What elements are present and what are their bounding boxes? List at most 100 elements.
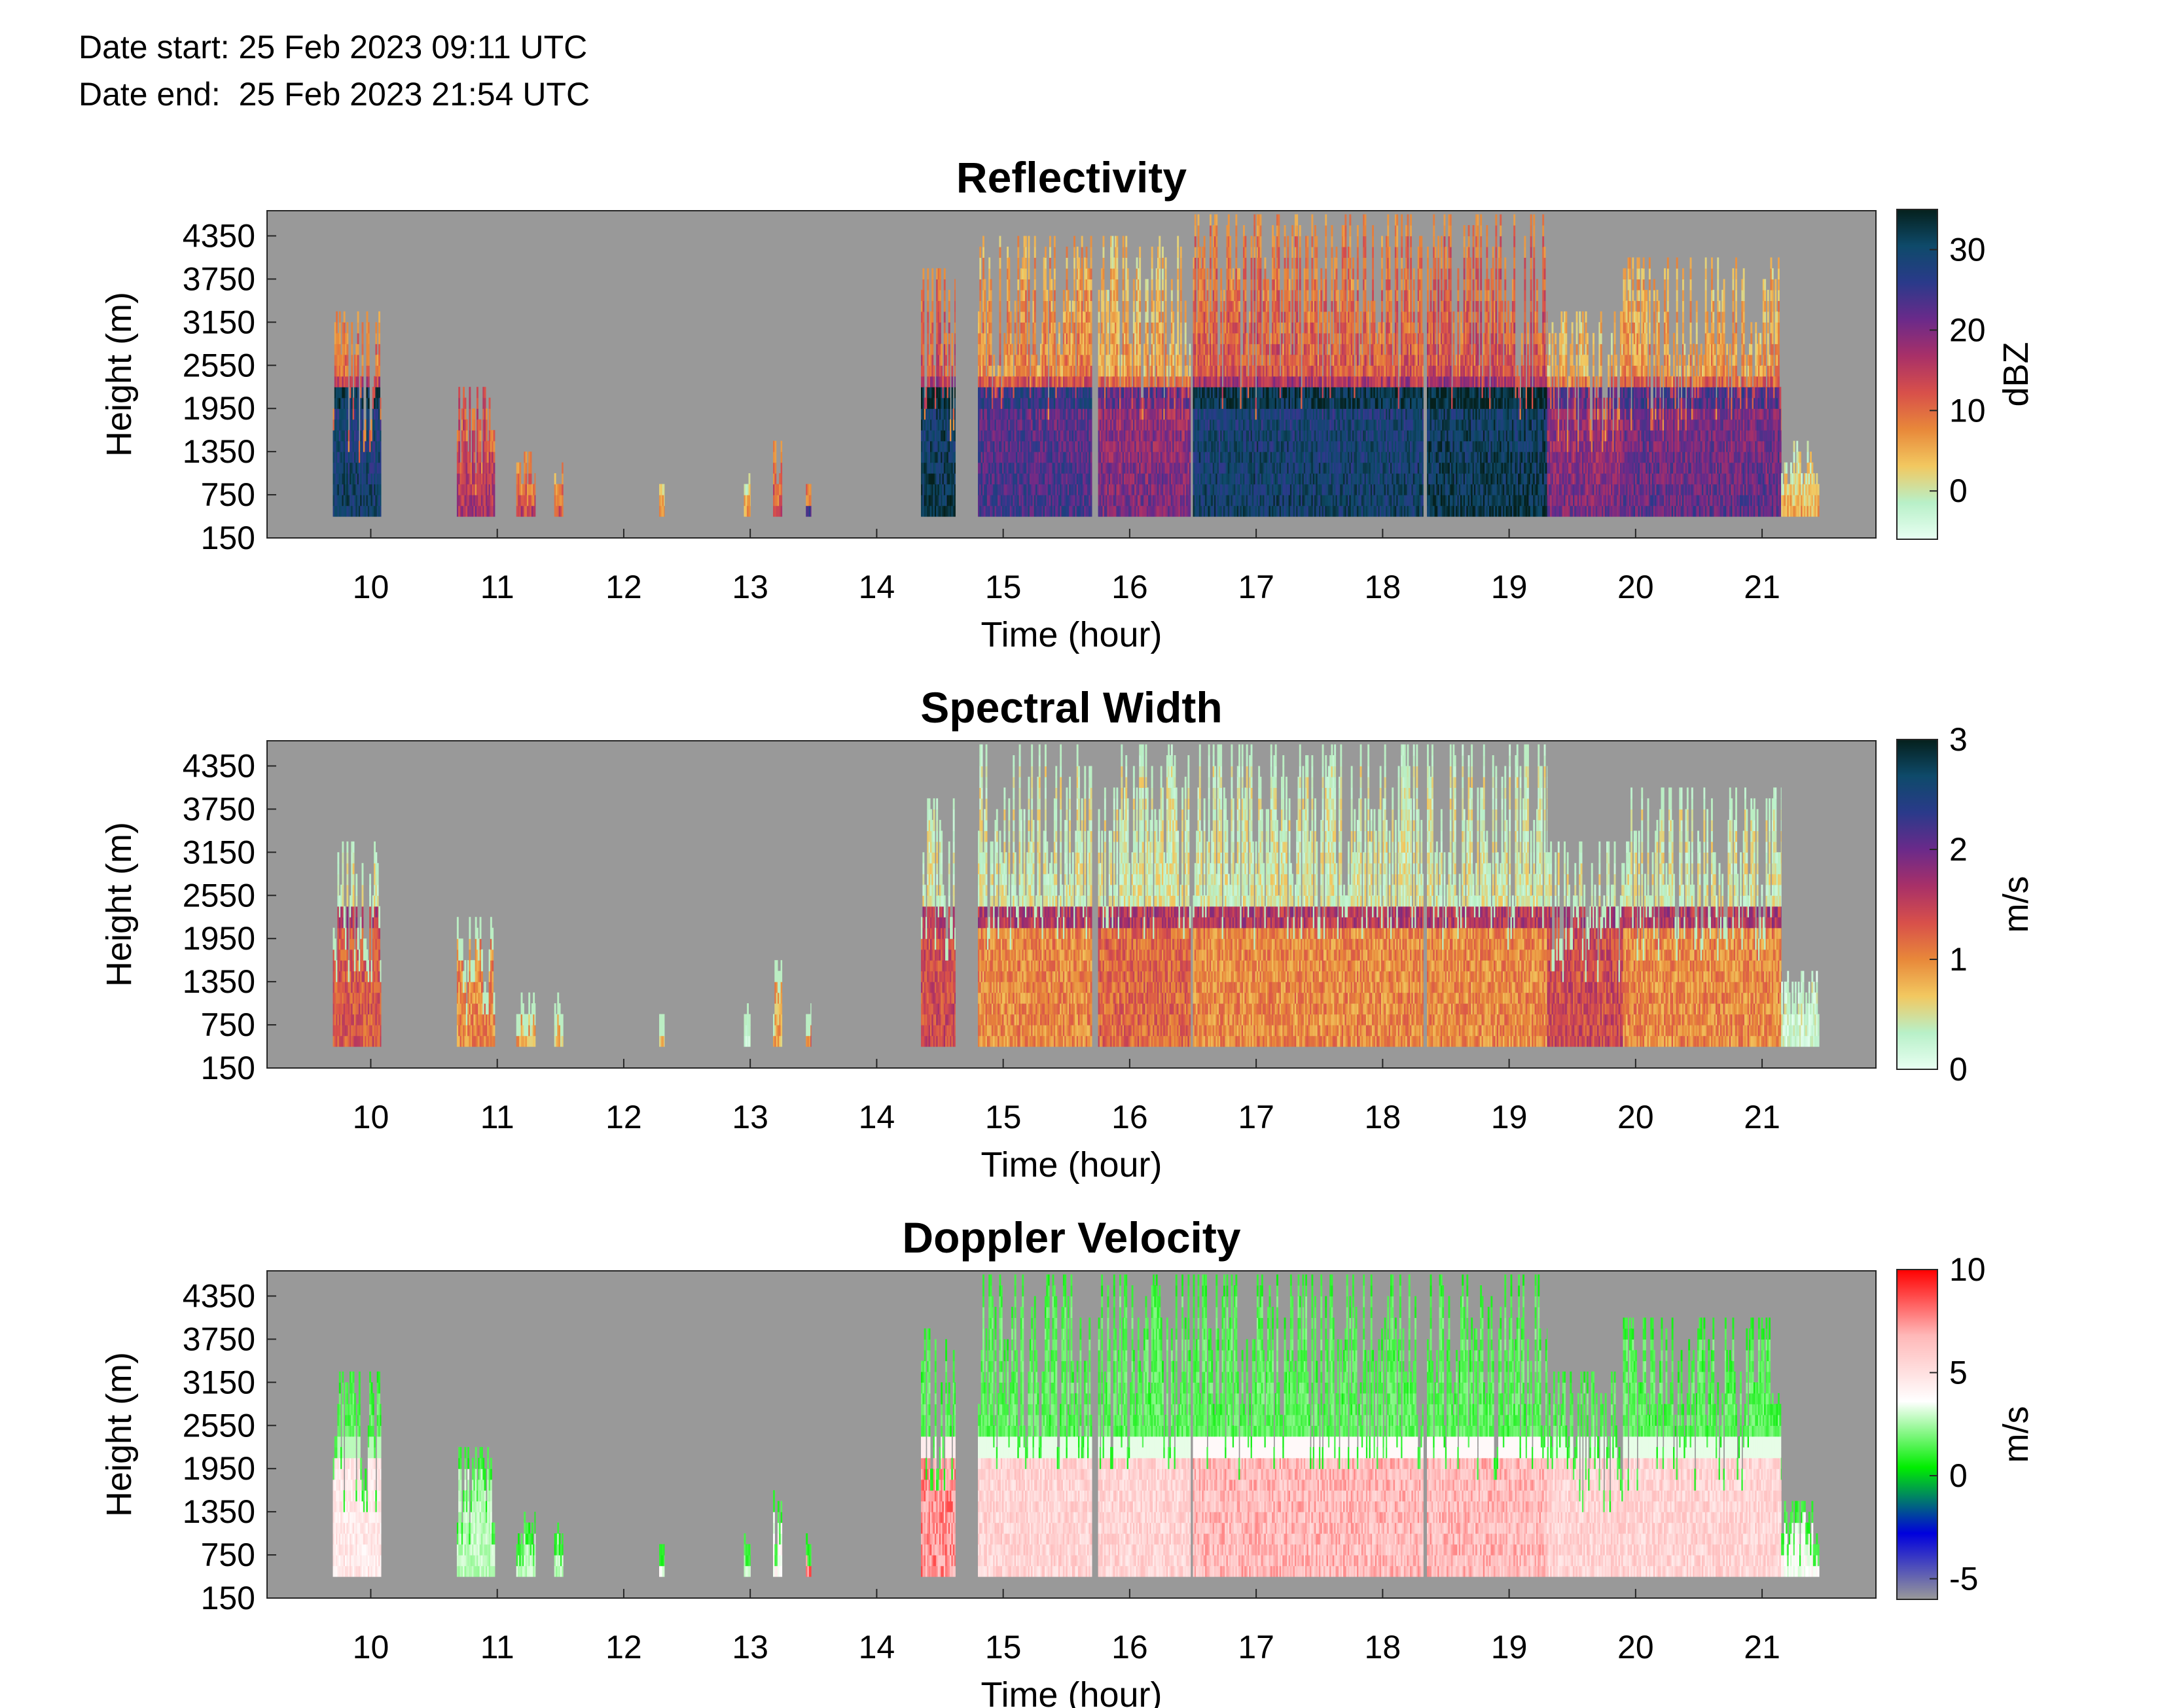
x-tick-label: 10 (353, 1099, 389, 1135)
echo-segment (1193, 1274, 1424, 1577)
y-tick-label: 4350 (183, 1277, 255, 1314)
echo-segment (744, 1003, 751, 1047)
x-tick-label: 18 (1365, 1629, 1401, 1665)
echo-segment (1623, 1317, 1782, 1577)
colorbar-tick-label: 30 (1949, 231, 1986, 268)
x-tick-label: 12 (605, 1629, 642, 1665)
echo-segment (333, 1371, 382, 1577)
x-tick-label: 20 (1617, 569, 1654, 605)
echo-segment (1427, 1274, 1548, 1577)
colorbar-tick-label: 2 (1949, 831, 1968, 868)
echo-segment (333, 311, 382, 517)
x-tick-label: 12 (605, 569, 642, 605)
x-tick-label: 13 (732, 569, 768, 605)
x-tick-label: 18 (1365, 569, 1401, 605)
x-tick-label: 16 (1111, 569, 1148, 605)
y-tick-label: 3750 (183, 260, 255, 297)
y-tick-label: 150 (201, 1580, 255, 1616)
echo-segment (921, 1328, 956, 1577)
colorbar-tick-label: 10 (1949, 392, 1986, 429)
x-tick-label: 15 (985, 569, 1022, 605)
y-axis-label: Height (m) (99, 822, 139, 987)
echo-segment (1781, 970, 1820, 1047)
colorbar-label: dBZ (1996, 342, 2036, 406)
x-axis-label: Time (hour) (981, 1675, 1162, 1708)
echo-segment (1547, 311, 1624, 517)
colorbar-tick-label: 1 (1949, 941, 1968, 978)
y-tick-label: 2550 (183, 877, 255, 914)
y-tick-label: 1350 (183, 433, 255, 470)
panel-1: Spectral Width15075013501950255031503750… (99, 683, 2036, 1184)
y-tick-label: 1350 (183, 1493, 255, 1530)
colorbar: -5 0 5 10 m/s (1896, 1251, 2036, 1600)
echo-segment (978, 236, 1092, 517)
echo-segment (1781, 1501, 1820, 1577)
y-tick-label: 150 (201, 1050, 255, 1086)
echo-segment (1098, 236, 1191, 517)
x-tick-label: 16 (1111, 1629, 1148, 1665)
echo-segment (456, 387, 495, 517)
y-tick-label: 4350 (183, 747, 255, 784)
echo-segment (1547, 1371, 1624, 1577)
echo-segment (1547, 841, 1624, 1047)
x-tick-label: 10 (353, 569, 389, 605)
panel-2: Doppler Velocity150750135019502550315037… (99, 1213, 2036, 1708)
echo-segment (1193, 214, 1424, 517)
y-tick-label: 750 (201, 1006, 255, 1043)
panel-title: Spectral Width (920, 683, 1222, 732)
echo-segment (806, 1533, 812, 1577)
x-tick-label: 17 (1238, 1629, 1274, 1665)
x-tick-label: 21 (1744, 1629, 1780, 1665)
echo-segment (456, 917, 495, 1047)
colorbar-tick-label: 5 (1949, 1355, 1968, 1391)
echo-segment (516, 452, 536, 517)
y-tick-label: 1950 (183, 1450, 255, 1487)
x-tick-label: 11 (480, 1629, 514, 1665)
colorbar: 0 1 2 3 m/s (1896, 721, 2036, 1088)
echo-segment (1427, 214, 1548, 517)
colorbar-label: m/s (1996, 876, 2036, 933)
y-axis-label: Height (m) (99, 292, 139, 457)
echo-segment (1098, 744, 1191, 1047)
echo-segment (516, 992, 536, 1047)
echo-segment (1427, 744, 1548, 1047)
y-tick-label: 750 (201, 1537, 255, 1573)
colorbar-gradient (1896, 739, 1938, 1070)
date-start-label: Date start: (79, 29, 230, 65)
date-end-line: Date end: 25 Feb 2023 21:54 UTC (79, 75, 590, 114)
x-tick-label: 14 (859, 1629, 895, 1665)
x-tick-label: 19 (1491, 1629, 1528, 1665)
y-axis-label: Height (m) (99, 1352, 139, 1517)
echo-segment (554, 462, 564, 517)
x-tick-label: 18 (1365, 1099, 1401, 1135)
x-tick-label: 19 (1491, 569, 1528, 605)
echo-segment (806, 484, 812, 517)
x-tick-label: 10 (353, 1629, 389, 1665)
y-tick-label: 3750 (183, 791, 255, 827)
colorbar-label: m/s (1996, 1406, 2036, 1463)
x-tick-label: 14 (859, 1099, 895, 1135)
echo-segment (1098, 1274, 1191, 1577)
y-tick-label: 3150 (183, 304, 255, 340)
x-tick-label: 14 (859, 569, 895, 605)
echo-segment (659, 1014, 665, 1047)
x-tick-label: 12 (605, 1099, 642, 1135)
date-start-line: Date start: 25 Feb 2023 09:11 UTC (79, 27, 587, 67)
y-tick-label: 3750 (183, 1321, 255, 1357)
panel-title: Reflectivity (956, 153, 1187, 202)
x-tick-label: 11 (480, 1099, 514, 1135)
date-start-value: 25 Feb 2023 09:11 UTC (239, 29, 588, 65)
y-tick-label: 3150 (183, 1364, 255, 1400)
colorbar-tick-label: 20 (1949, 311, 1986, 348)
echo-segment (659, 484, 665, 517)
echo-layer (333, 214, 1820, 517)
x-tick-label: 13 (732, 1629, 768, 1665)
colorbar-tick-label: 0 (1949, 1051, 1968, 1088)
y-tick-label: 3150 (183, 834, 255, 870)
echo-segment (554, 992, 564, 1047)
colorbar: 0 10 20 30 dBZ (1896, 209, 2036, 540)
echo-segment (773, 960, 783, 1047)
panel-0: Reflectivity1507501350195025503150375043… (99, 153, 2036, 654)
axes-frame (266, 210, 1877, 539)
